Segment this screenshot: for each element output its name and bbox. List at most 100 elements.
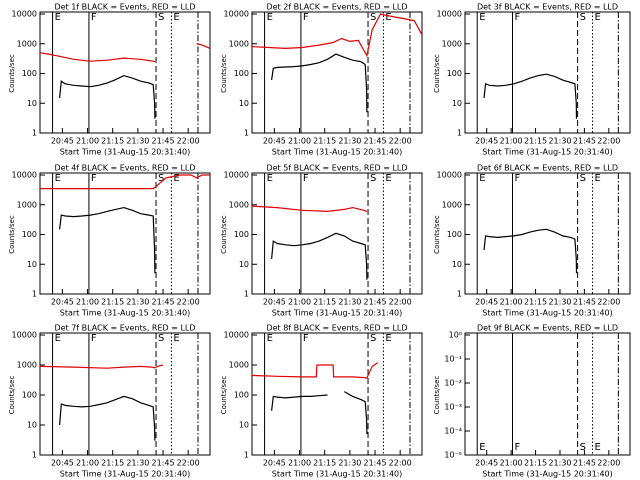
y-tick-label: 10⁻¹ (444, 355, 462, 364)
x-axis-label: Start Time (31-Aug-15 20:31:40) (482, 148, 613, 157)
x-tick-label: 21:00 (288, 137, 311, 146)
x-tick-label: 21:00 (76, 137, 99, 146)
y-tick-label: 10 (452, 260, 462, 269)
y-tick-label: 100 (22, 391, 37, 400)
plot-frame (39, 332, 211, 456)
y-tick-label: 100 (234, 230, 249, 239)
y-tick-label: 10000 (12, 331, 37, 340)
y-tick-label: 1 (244, 129, 249, 138)
event-label: E (479, 12, 485, 23)
x-tick-label: 21:00 (500, 298, 523, 307)
series-line (59, 74, 156, 119)
y-tick-label: 100 (447, 230, 462, 239)
y-tick-label: 10 (27, 260, 37, 269)
x-tick-label: 21:30 (548, 137, 571, 146)
y-tick-label: 1 (244, 451, 249, 460)
x-tick-label: 21:15 (524, 459, 547, 468)
x-axis-label: Start Time (31-Aug-15 20:31:40) (482, 470, 613, 479)
y-tick-label: 10⁻⁵ (444, 451, 462, 460)
y-tick-label: 10 (452, 99, 462, 108)
y-tick-label: 10000 (224, 171, 249, 180)
y-tick-label: 10⁻³ (444, 403, 462, 412)
event-label: E (595, 442, 601, 453)
x-tick-label: 21:45 (573, 459, 596, 468)
x-axis-label: Start Time (31-Aug-15 20:31:40) (482, 309, 613, 318)
y-axis-label: Counts/sec (220, 376, 228, 415)
event-label: F (514, 12, 520, 23)
y-tick-label: 1000 (442, 39, 462, 48)
x-tick-label: 22:00 (389, 459, 412, 468)
x-tick-label: 20:45 (475, 137, 498, 146)
x-tick-label: 21:15 (101, 137, 124, 146)
x-tick-label: 21:30 (126, 137, 149, 146)
y-tick-label: 100 (22, 230, 37, 239)
x-tick-label: 21:15 (313, 459, 336, 468)
event-label: E (479, 173, 485, 184)
y-tick-label: 1000 (229, 200, 249, 209)
y-tick-label: 100 (234, 391, 249, 400)
x-tick-label: 21:00 (288, 298, 311, 307)
series-line (271, 232, 368, 280)
x-tick-label: 21:45 (363, 298, 386, 307)
event-label: E (267, 173, 273, 184)
x-tick-label: 21:30 (548, 459, 571, 468)
x-tick-label: 21:00 (76, 459, 99, 468)
x-tick-label: 22:00 (597, 459, 620, 468)
y-tick-label: 100 (234, 69, 249, 78)
plot-frame (39, 172, 211, 295)
x-tick-label: 20:45 (51, 459, 74, 468)
plot-frame (464, 332, 631, 456)
x-tick-label: 21:15 (524, 298, 547, 307)
x-tick-label: 22:00 (597, 137, 620, 146)
y-axis-label: Counts/sec (220, 54, 228, 93)
y-axis-label: Counts/sec (8, 54, 16, 93)
y-tick-label: 100 (22, 69, 37, 78)
event-label: E (173, 333, 179, 344)
y-tick-label: 1 (457, 129, 462, 138)
x-axis-label: Start Time (31-Aug-15 20:31:40) (60, 148, 191, 157)
y-tick-label: 1000 (442, 200, 462, 209)
y-tick-label: 10000 (224, 10, 249, 19)
x-tick-label: 21:45 (151, 459, 174, 468)
event-label: E (385, 12, 391, 23)
x-tick-label: 21:45 (151, 298, 174, 307)
x-tick-label: 22:00 (177, 298, 200, 307)
plot-frame (464, 11, 631, 134)
x-axis-label: Start Time (31-Aug-15 20:31:40) (272, 470, 403, 479)
x-tick-label: 21:00 (500, 137, 523, 146)
x-axis-label: Start Time (31-Aug-15 20:31:40) (272, 148, 403, 157)
x-tick-label: 21:30 (338, 137, 361, 146)
x-tick-label: 20:45 (263, 298, 286, 307)
x-tick-label: 20:45 (51, 137, 74, 146)
y-tick-label: 1 (32, 290, 37, 299)
x-tick-label: 21:00 (76, 298, 99, 307)
event-label: F (514, 173, 520, 184)
x-tick-label: 21:15 (313, 298, 336, 307)
event-label: E (595, 173, 601, 184)
series-line (483, 73, 578, 119)
y-tick-label: 10⁰ (449, 331, 462, 340)
event-label: E (479, 442, 485, 453)
event-label: F (91, 173, 97, 184)
event-label: F (91, 12, 97, 23)
x-tick-label: 22:00 (177, 459, 200, 468)
y-tick-label: 1 (244, 290, 249, 299)
event-label: S (580, 442, 586, 453)
series-line (39, 364, 164, 369)
series-line (251, 362, 379, 379)
y-axis-label: Counts/sec (8, 215, 16, 254)
x-tick-label: 21:30 (338, 459, 361, 468)
event-label: E (55, 333, 61, 344)
x-tick-label: 20:45 (475, 459, 498, 468)
x-axis-label: Start Time (31-Aug-15 20:31:40) (60, 470, 191, 479)
y-tick-label: 10 (239, 99, 249, 108)
event-label: E (595, 12, 601, 23)
x-axis-label: Start Time (31-Aug-15 20:31:40) (272, 309, 403, 318)
chart-title: Det 2f BLACK = Events, RED = LLD (266, 3, 407, 12)
x-tick-label: 21:30 (338, 298, 361, 307)
x-tick-label: 21:15 (101, 298, 124, 307)
y-tick-label: 1000 (229, 361, 249, 370)
y-axis-label: Counts/sec (220, 215, 228, 254)
x-tick-label: 21:30 (126, 459, 149, 468)
y-tick-label: 10000 (12, 171, 37, 180)
